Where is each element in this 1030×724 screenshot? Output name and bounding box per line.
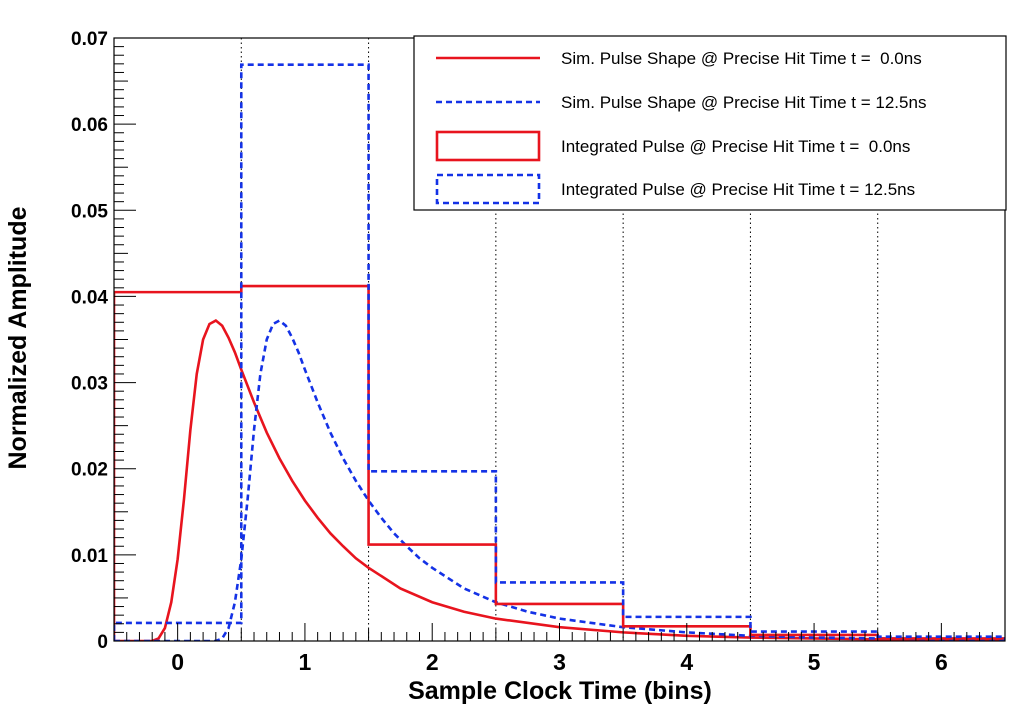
x-tick-label: 6: [935, 649, 948, 675]
tick-labels: 0 1 2 3 4 5 6 0 0.01 0.02 0.03 0.04 0.05 0.06 0.07: [71, 29, 948, 675]
x-tick-label: 4: [680, 649, 693, 675]
legend-label-2: Integrated Pulse @ Precise Hit Time t = …: [561, 137, 910, 156]
legend-box: [413, 35, 1007, 211]
x-tick-label: 5: [808, 649, 821, 675]
series-0-curve-line: [114, 318, 1005, 641]
legend-swatch-2: [435, 130, 541, 162]
y-tick-label: 0.02: [71, 460, 108, 481]
y-tick-label: 0.03: [71, 374, 108, 395]
y-axis-title: Normalized Amplitude: [4, 206, 32, 469]
x-tick-label: 1: [299, 649, 312, 675]
legend-label-1: Sim. Pulse Shape @ Precise Hit Time t = …: [561, 93, 926, 112]
y-tick-label: 0.05: [71, 201, 108, 222]
x-tick-label: 3: [553, 649, 566, 675]
legend: Sim. Pulse Shape @ Precise Hit Time t = …: [413, 35, 1007, 211]
legend-label-3: Integrated Pulse @ Precise Hit Time t = …: [561, 180, 915, 199]
y-tick-label: 0.01: [71, 546, 108, 567]
axis-ticks: [113, 37, 1006, 642]
x-tick-label: 2: [426, 649, 439, 675]
y-tick-label: 0.06: [71, 115, 108, 136]
x-axis-title: Sample Clock Time (bins): [408, 677, 712, 705]
y-tick-label: 0.04: [71, 287, 108, 308]
series-1-curve-line: [114, 318, 1005, 641]
x-tick-label: 0: [171, 649, 184, 675]
legend-swatch-3: [435, 173, 541, 205]
series-3-step-line: [114, 63, 1005, 641]
series-2-step-line: [114, 284, 1005, 641]
y-tick-label: 0.07: [71, 29, 108, 50]
legend-label-0: Sim. Pulse Shape @ Precise Hit Time t = …: [561, 49, 922, 68]
y-tick-label: 0: [97, 632, 108, 653]
